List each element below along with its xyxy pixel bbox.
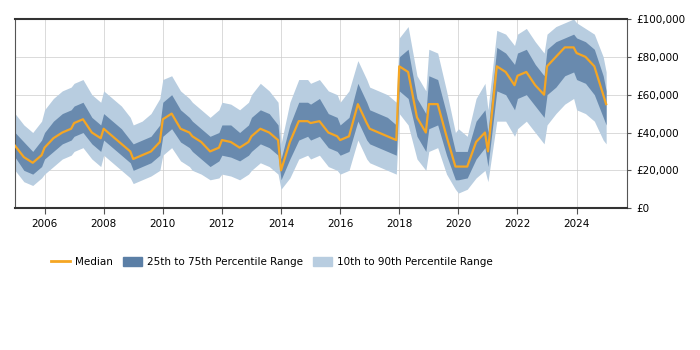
Legend: Median, 25th to 75th Percentile Range, 10th to 90th Percentile Range: Median, 25th to 75th Percentile Range, 1… [47, 253, 497, 271]
